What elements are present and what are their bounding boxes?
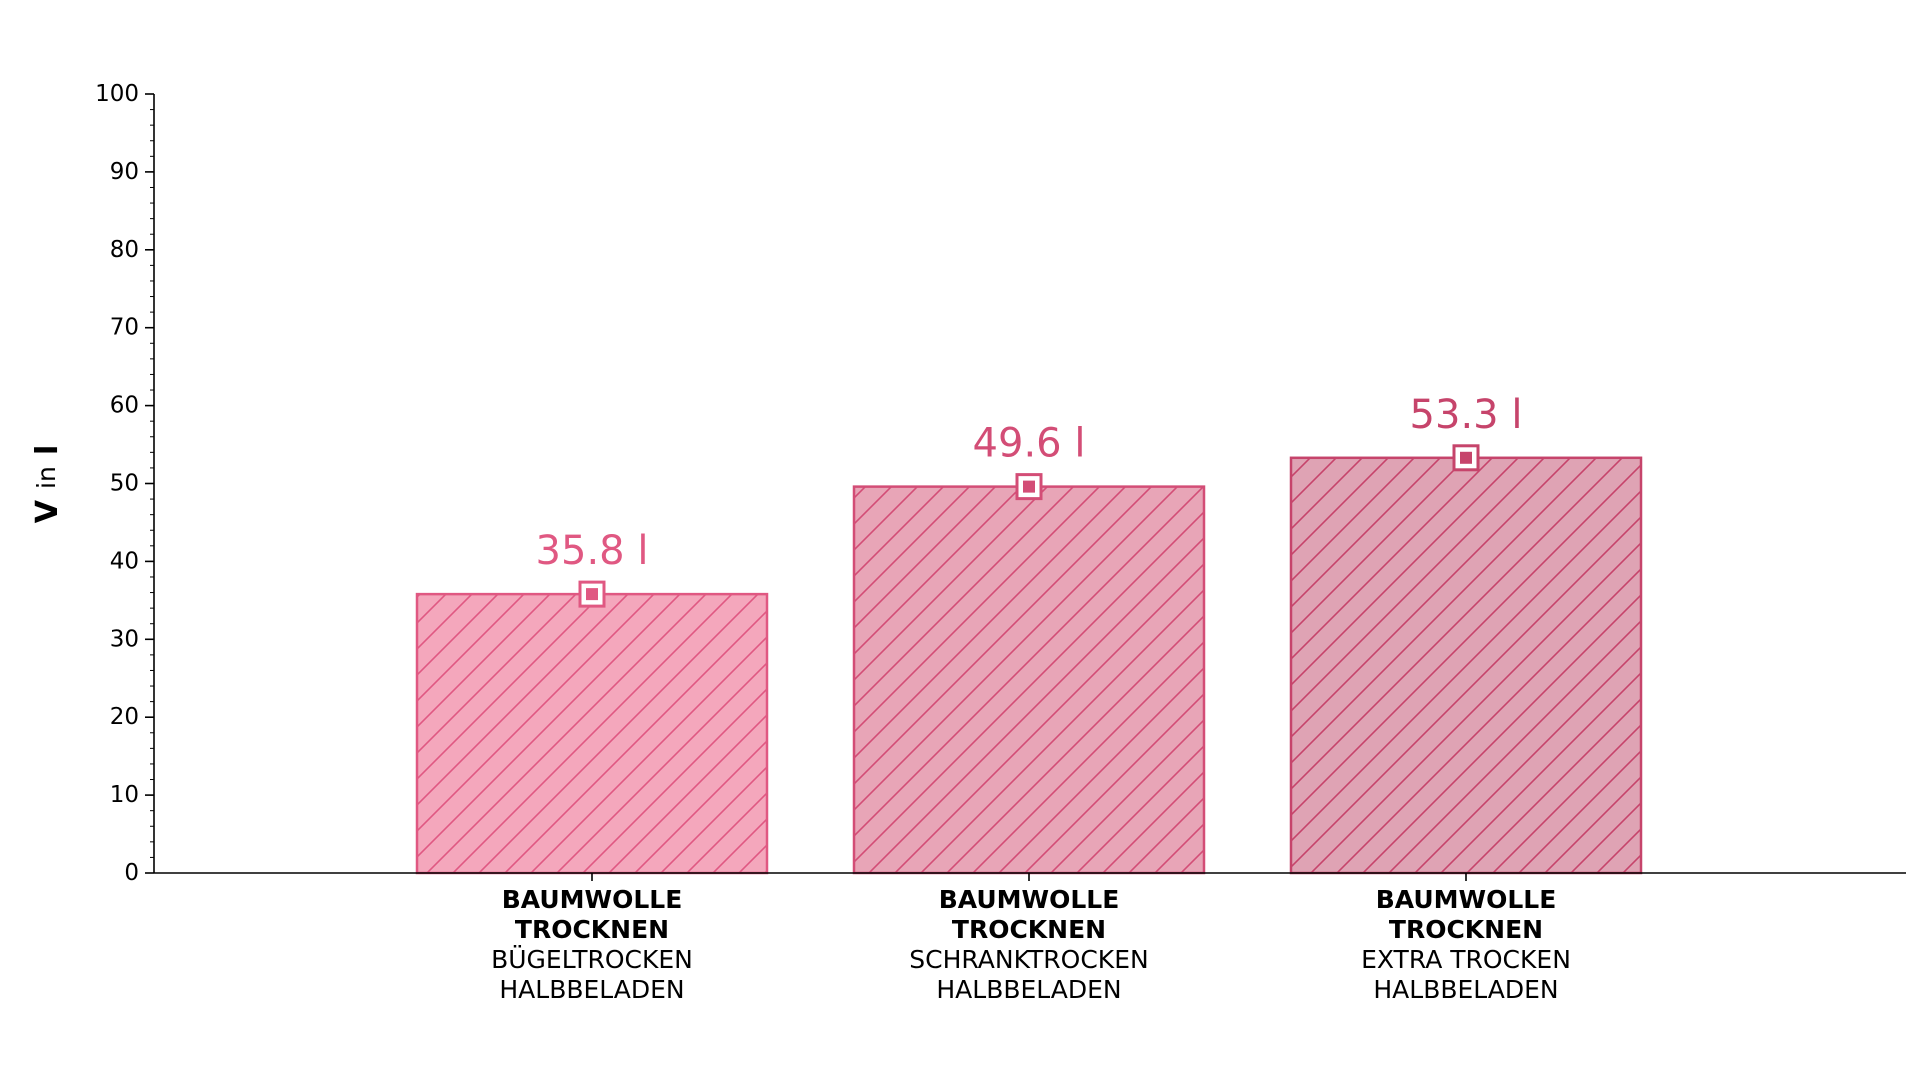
x-tick-label-3: BAUMWOLLE TROCKNEN EXTRA TROCKEN HALBBELADE… [1361,885,1571,1004]
bar-2 [852,485,1206,875]
y-tick-label-0: 0 [124,860,139,886]
bar-3 [1289,456,1643,875]
x-tick-label-2: BAUMWOLLE TROCKNEN SCHRANKTROCKEN HALBBELAD… [909,885,1148,1004]
bar-marker-2 [1015,473,1043,501]
y-tick-label-80: 80 [110,237,139,263]
svg-text:V in l: V in l [30,445,65,524]
y-tick-label-60: 60 [110,393,139,419]
y-tick-label-90: 90 [110,159,139,185]
bar-marker-1 [578,580,606,608]
y-tick-label-100: 100 [95,81,139,107]
y-tick-label-50: 50 [110,471,139,497]
x-tick-label-1: BAUMWOLLE TROCKNEN BÜGELTROCKEN HALBBELADEN [491,885,693,1004]
data-label-2: 49.6 l [973,421,1086,467]
y-tick-label-20: 20 [110,704,139,730]
y-axis-label-connector: in [32,466,61,489]
data-label-3: 53.3 l [1410,392,1523,438]
bar-marker-3 [1452,444,1480,472]
y-axis-label: V in l [30,445,65,524]
y-axis-label-unit: l [30,445,65,455]
data-label-1: 35.8 l [536,528,649,574]
y-tick-label-70: 70 [110,315,139,341]
bar-1 [415,592,769,875]
y-axis-label-symbol: V [30,499,65,523]
y-tick-label-10: 10 [110,782,139,808]
y-tick-label-30: 30 [110,626,139,652]
axes-layer: 0 10 20 30 40 50 60 70 80 90 100 BAUMWOLLE TROCKNEN B… [95,81,1906,1004]
y-tick-label-40: 40 [110,548,139,574]
labels-layer: 35.8 l 49.6 l 53.3 l [536,392,1523,574]
bars-layer [415,444,1643,875]
